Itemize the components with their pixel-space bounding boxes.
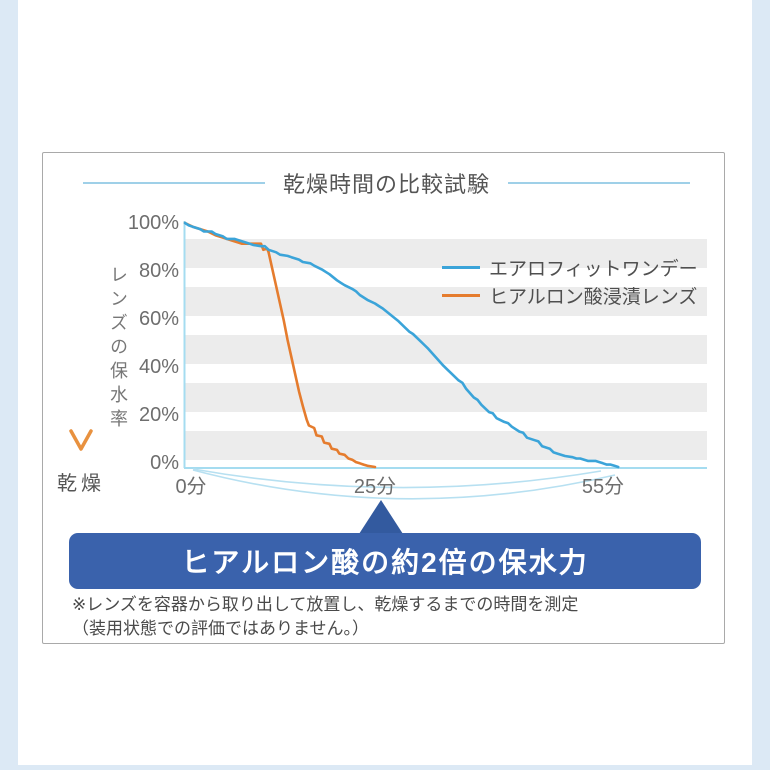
legend-label-aerofit: エアロフィットワンデー: [489, 258, 698, 280]
moisture-arrow-head: [69, 429, 93, 451]
x-tick-55min: 55分: [581, 476, 625, 498]
footnote-line-2: （装用状態での評価ではありません。）: [72, 619, 369, 638]
grid-stripe: [184, 287, 707, 316]
title-rule-left: [83, 182, 265, 184]
legend-swatch-aerofit: [442, 265, 480, 269]
dryness-label: 乾燥: [57, 473, 105, 495]
card-title: 乾燥時間の比較試験: [283, 172, 491, 197]
footnote-line-1: ※レンズを容器から取り出して放置し、乾燥するまでの時間を測定: [72, 595, 579, 614]
callout-banner: ヒアルロン酸の約2倍の保水力: [69, 533, 701, 589]
footnote: ※レンズを容器から取り出して放置し、乾燥するまでの時間を測定 （装用状態での評価…: [72, 593, 578, 641]
y-tick-100: 100%: [127, 212, 179, 234]
grid-stripe: [184, 431, 707, 460]
title-rule-right: [508, 182, 691, 184]
legend-label-hyaluron: ヒアルロン酸浸漬レンズ: [489, 286, 698, 308]
callout-pointer-triangle: [359, 500, 403, 534]
legend-item-hyaluron: ヒアルロン酸浸漬レンズ: [442, 281, 698, 309]
left-accent-band: [0, 0, 18, 770]
y-tick-80: 80%: [138, 260, 179, 282]
y-tick-0: 0%: [150, 452, 179, 474]
right-accent-band: [752, 0, 770, 770]
time-span-arc-short: [192, 468, 602, 489]
legend-swatch-hyaluron: [442, 293, 480, 297]
y-tick-40: 40%: [138, 356, 179, 378]
y-tick-60: 60%: [138, 308, 179, 330]
grid-stripe: [184, 335, 707, 364]
callout-text: ヒアルロン酸の約2倍の保水力: [181, 547, 589, 578]
time-span-arc-long: [192, 469, 616, 500]
y-tick-20: 20%: [138, 404, 179, 426]
x-tick-0min: 0分: [175, 476, 207, 498]
y-axis-title: レンズの保水率: [108, 265, 128, 433]
comparison-test-card: 乾燥時間の比較試験 100% 80% 60% 40% 20% 0% 0分 25分…: [42, 152, 725, 644]
series-line-hyaluron: [183, 221, 377, 469]
bottom-accent-band: [0, 765, 770, 770]
series-line-aerofit: [183, 221, 620, 469]
chart-legend: エアロフィットワンデー ヒアルロン酸浸漬レンズ: [442, 253, 698, 309]
x-tick-25min: 25分: [353, 476, 397, 498]
legend-item-aerofit: エアロフィットワンデー: [442, 253, 698, 281]
drying-time-chart: [69, 221, 707, 534]
grid-stripe: [184, 383, 707, 412]
card-title-row: 乾燥時間の比較試験: [83, 167, 691, 199]
